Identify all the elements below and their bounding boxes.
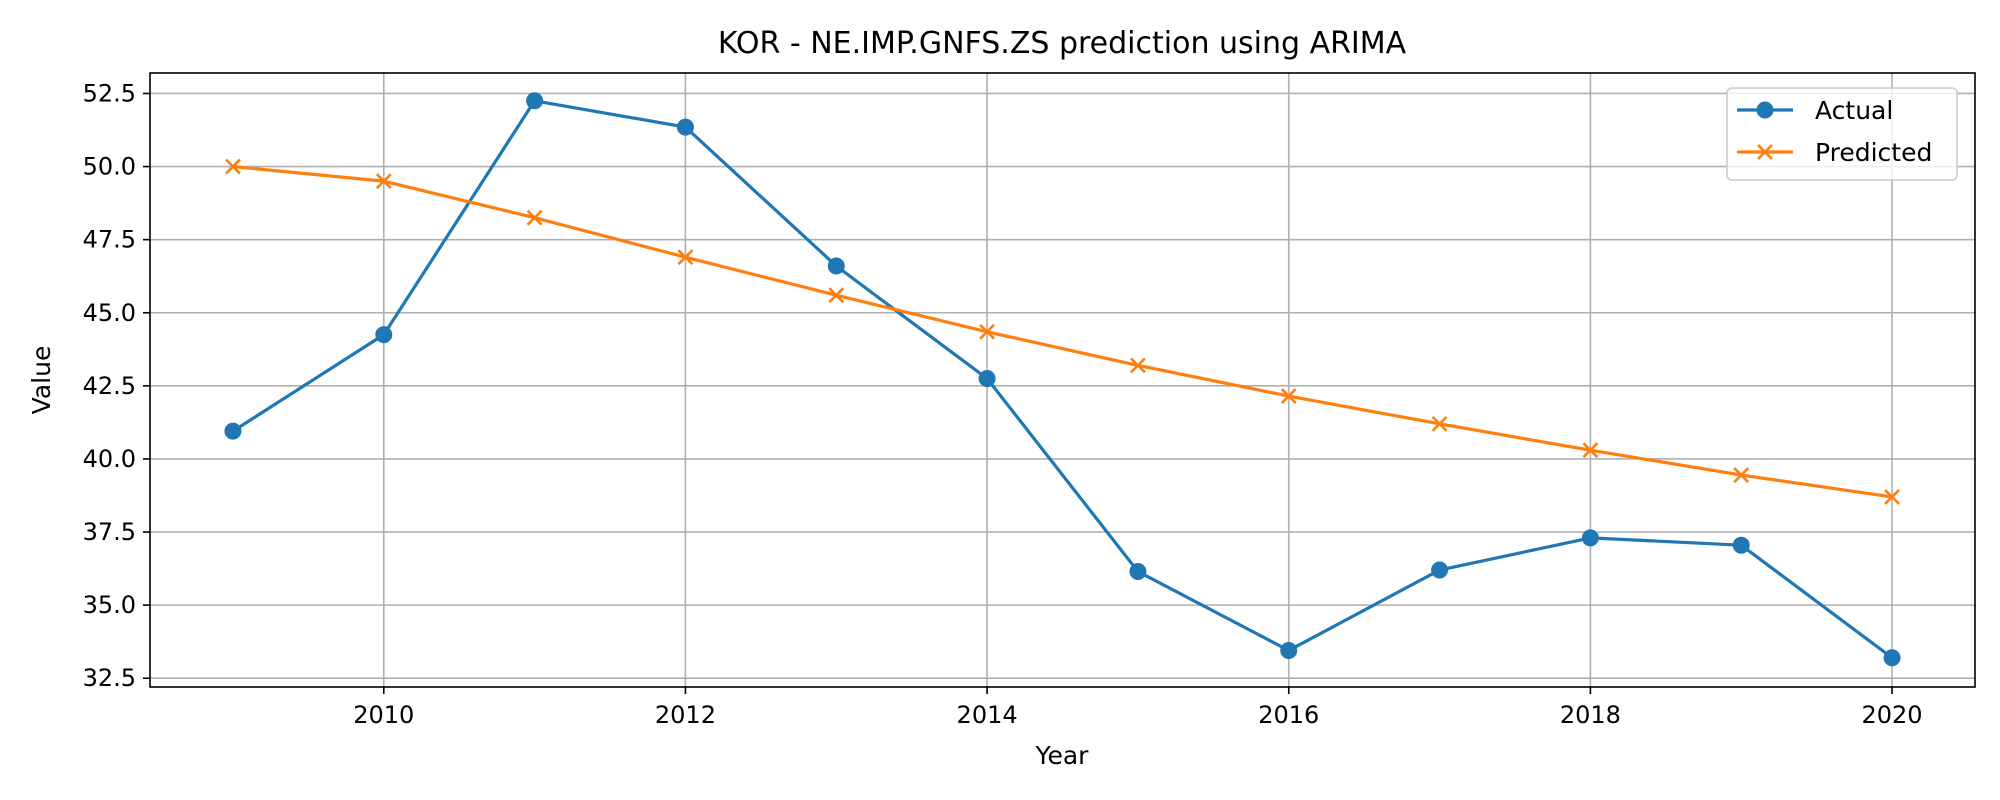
series-predicted (225, 158, 1900, 505)
actual-point (375, 326, 393, 344)
predicted-point (1582, 442, 1599, 459)
axis-ticks: 2010 2012 2014 2016 2018 2020 32.5 35.0 37.5 40.0… (83, 79, 1923, 729)
x-tick-label: 2014 (957, 701, 1018, 729)
actual-line (231, 99, 1894, 660)
predicted-point (979, 323, 996, 340)
actual-point (1129, 563, 1147, 581)
y-axis-label: Value (27, 346, 56, 415)
y-tick-label: 52.5 (83, 79, 136, 107)
predicted-point (526, 209, 543, 226)
predicted-point (828, 287, 845, 304)
legend-marker (1756, 101, 1774, 119)
x-tick-label: 2018 (1560, 701, 1621, 729)
y-tick-label: 32.5 (83, 664, 136, 692)
actual-point (1581, 529, 1599, 547)
predicted-point (1431, 415, 1448, 432)
legend-label: Actual (1815, 96, 1893, 125)
predicted-point (677, 249, 694, 266)
legend-label: Predicted (1815, 138, 1932, 167)
actual-point (1280, 641, 1298, 659)
x-axis-label: Year (1035, 741, 1090, 770)
x-tick-label: 2016 (1258, 701, 1319, 729)
predicted-point (225, 158, 241, 175)
actual-point (224, 422, 242, 440)
x-tick-label: 2012 (655, 701, 716, 729)
actual-point (1732, 536, 1750, 554)
legend-marker (1757, 144, 1773, 160)
chart-title: KOR - NE.IMP.GNFS.ZS prediction using AR… (718, 26, 1407, 61)
actual-point (827, 257, 845, 275)
y-tick-label: 40.0 (83, 445, 136, 473)
x-tick-label: 2020 (1862, 701, 1923, 729)
actual-point (1883, 649, 1901, 667)
predicted-point (1280, 388, 1297, 405)
y-tick-label: 50.0 (83, 153, 136, 181)
x-tick-label: 2010 (353, 701, 414, 729)
actual-point (978, 370, 996, 388)
predicted-point (1129, 357, 1146, 374)
y-tick-label: 45.0 (83, 299, 136, 327)
series-actual (224, 92, 1901, 667)
data-series (224, 92, 1901, 667)
actual-point (676, 118, 694, 136)
predicted-line (231, 164, 1894, 499)
predicted-point (375, 173, 392, 190)
plot-area-frame (149, 72, 1976, 688)
actual-point (1431, 561, 1449, 579)
y-tick-label: 37.5 (83, 518, 136, 546)
legend-entry-predicted: Predicted (1737, 138, 1932, 167)
y-tick-label: 47.5 (83, 226, 136, 254)
legend-entry-actual: Actual (1737, 96, 1893, 125)
actual-point (526, 92, 544, 110)
y-tick-label: 35.0 (83, 591, 136, 619)
predicted-point (1884, 489, 1900, 505)
predicted-point (1733, 467, 1750, 483)
legend: Actual Predicted (1726, 87, 1958, 181)
y-tick-label: 42.5 (83, 372, 136, 400)
